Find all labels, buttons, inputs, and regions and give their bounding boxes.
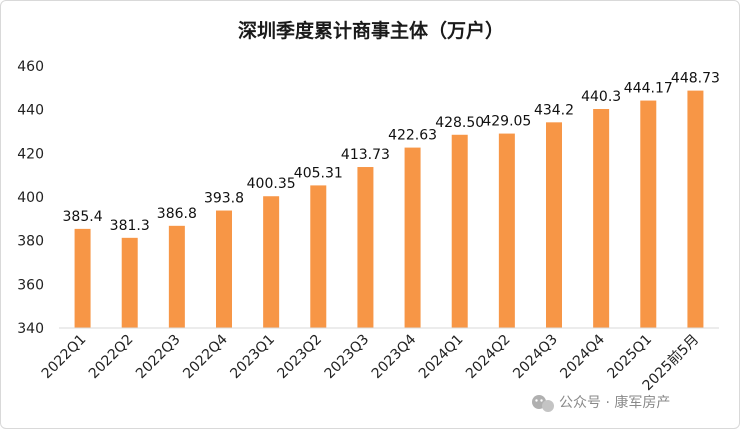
x-tick-label: 2022Q3 xyxy=(133,332,184,383)
x-tick-label: 2022Q2 xyxy=(86,332,137,383)
bar-2025前5月 xyxy=(687,90,704,328)
data-label: 440.3 xyxy=(581,89,621,105)
chart-title: 深圳季度累计商事主体（万户） xyxy=(238,19,504,42)
bar-2024Q2 xyxy=(498,133,515,328)
x-tick-label: 2024Q1 xyxy=(416,332,467,383)
bar-2022Q4 xyxy=(216,210,232,328)
bar-2023Q4 xyxy=(404,147,421,328)
y-tick-label: 460 xyxy=(17,59,44,75)
bar-2025Q1 xyxy=(640,100,657,328)
x-tick-label: 2023Q4 xyxy=(369,331,420,382)
bar-2023Q3 xyxy=(357,167,374,328)
data-label: 385.4 xyxy=(63,209,103,225)
data-label: 381.3 xyxy=(110,218,150,234)
y-tick-label: 440 xyxy=(17,103,44,119)
x-tick-label: 2024Q4 xyxy=(557,331,608,382)
watermark-text: 公众号 · 康军房产 xyxy=(559,394,670,411)
watermark: 公众号 · 康军房产 xyxy=(532,394,670,412)
bar-2024Q1 xyxy=(451,134,468,328)
wechat-icon xyxy=(532,395,554,412)
data-label: 429.05 xyxy=(482,114,531,130)
data-label: 448.73 xyxy=(671,71,720,87)
data-label: 405.31 xyxy=(294,165,343,181)
bar-2024Q4 xyxy=(593,109,610,329)
data-label: 428.50 xyxy=(435,115,484,131)
x-tick-label: 2023Q3 xyxy=(322,332,373,383)
x-tick-label: 2022Q1 xyxy=(39,332,90,383)
bar-2022Q3 xyxy=(168,225,185,328)
data-label: 422.63 xyxy=(388,128,437,144)
x-tick-label: 2024Q2 xyxy=(463,332,514,383)
data-label: 386.8 xyxy=(157,206,197,222)
x-tick-label: 2023Q1 xyxy=(227,332,278,383)
data-label: 393.8 xyxy=(204,191,244,207)
y-tick-label: 380 xyxy=(17,234,44,250)
data-label: 413.73 xyxy=(341,147,390,163)
bar-2023Q1 xyxy=(263,196,280,328)
bars xyxy=(74,90,704,329)
y-tick-label: 420 xyxy=(17,146,44,162)
x-tick-label: 2024Q3 xyxy=(510,332,561,383)
bar-2022Q1 xyxy=(74,228,91,328)
x-axis: 2022Q12022Q22022Q32022Q42023Q12023Q22023… xyxy=(39,327,719,394)
y-axis: 340 360 380 400 420 440 460 xyxy=(17,59,44,337)
y-tick-label: 360 xyxy=(17,277,44,293)
y-tick-label: 400 xyxy=(17,190,44,206)
data-label: 434.2 xyxy=(534,102,574,118)
x-tick-label: 2023Q2 xyxy=(275,332,326,383)
x-tick-label: 2022Q4 xyxy=(180,331,231,382)
data-label: 400.35 xyxy=(247,176,296,192)
bar-2023Q2 xyxy=(310,185,327,328)
y-tick-label: 340 xyxy=(17,321,44,337)
data-label: 444.17 xyxy=(624,81,673,97)
bar-2024Q3 xyxy=(546,122,562,328)
bar-2022Q2 xyxy=(121,237,138,328)
